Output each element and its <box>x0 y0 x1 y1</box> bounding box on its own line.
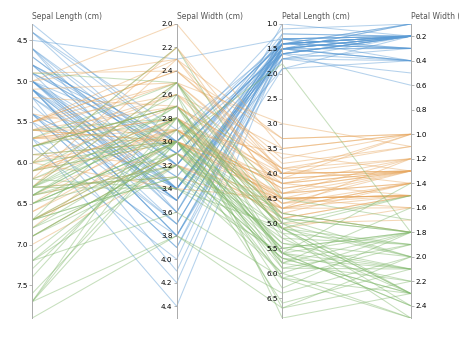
Text: Petal Width (cm): Petal Width (cm) <box>411 12 459 21</box>
Text: Petal Length (cm): Petal Length (cm) <box>282 12 350 21</box>
Text: Sepal Length (cm): Sepal Length (cm) <box>32 12 102 21</box>
Text: Sepal Width (cm): Sepal Width (cm) <box>177 12 243 21</box>
